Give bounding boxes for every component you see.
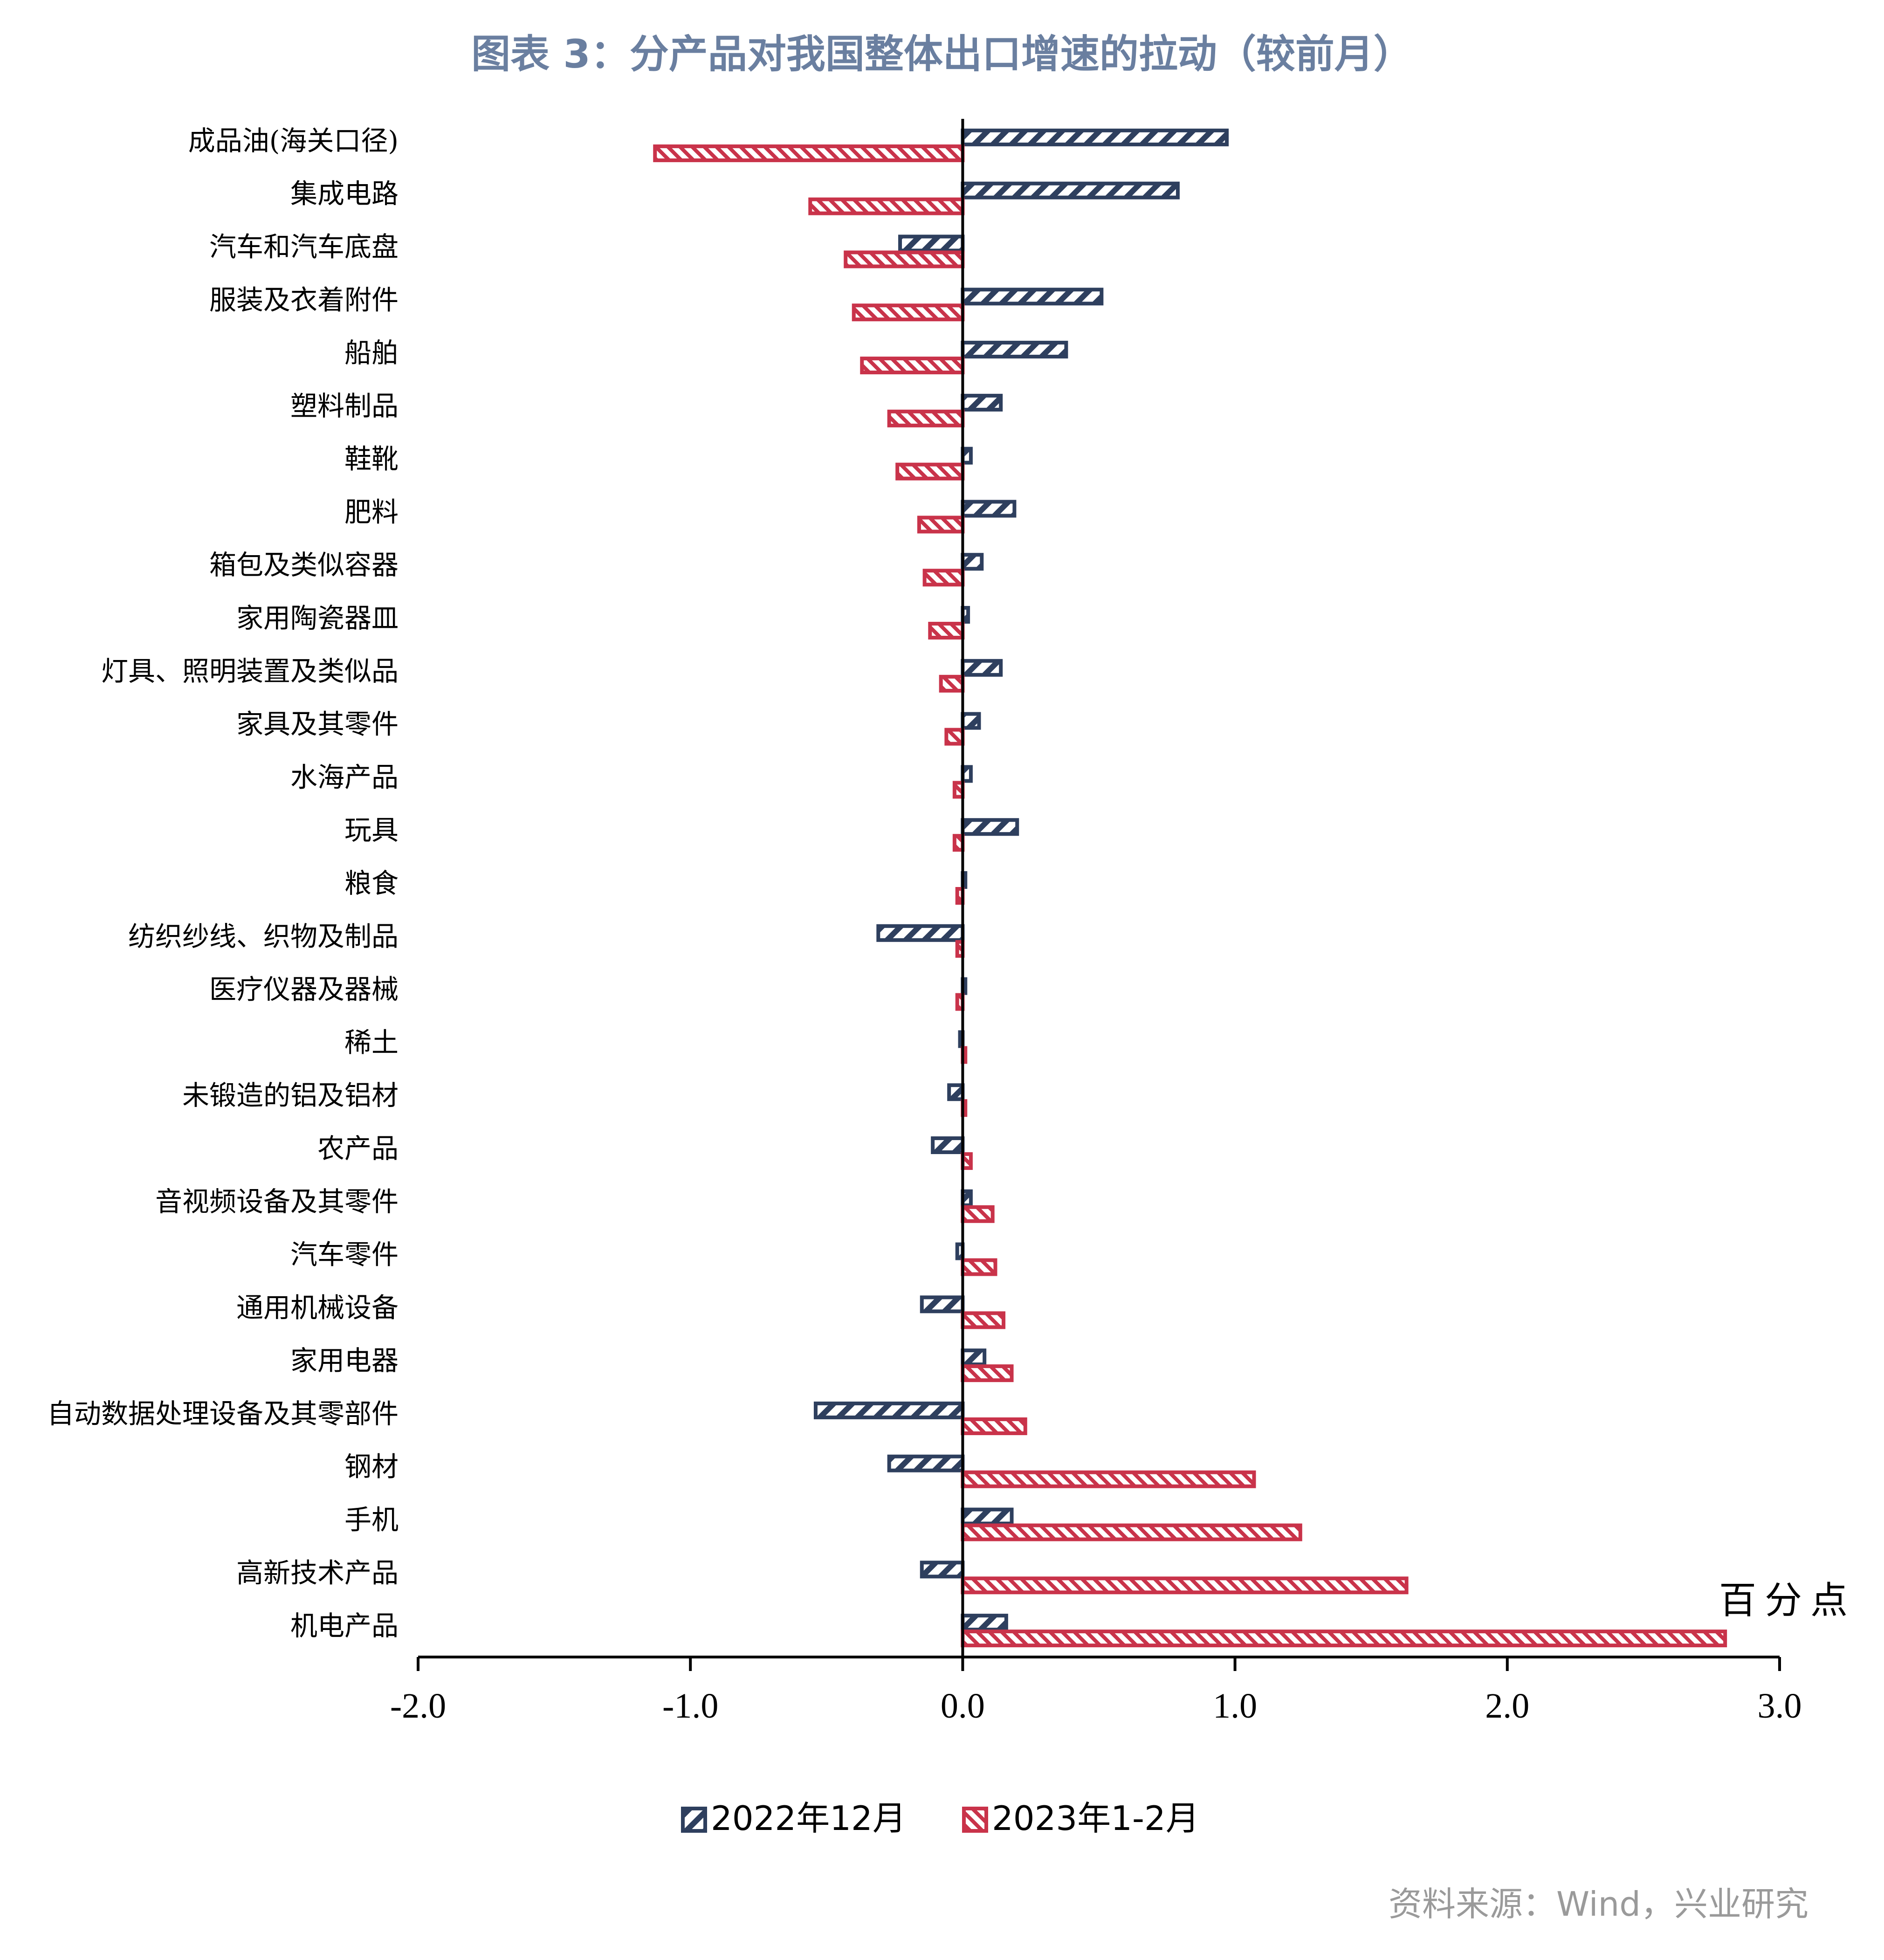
category-label: 汽车零件	[290, 1239, 399, 1271]
category-labels: 成品油(海关口径) 集成电路汽车和汽车底盘服装及衣着附件船舶塑料制品鞋靴肥料箱包及…	[47, 125, 399, 1642]
bar-2023-1-2	[961, 1417, 1027, 1435]
category-label: 音视频设备及其零件	[155, 1186, 399, 1217]
category-label: 家具及其零件	[236, 708, 399, 740]
bar-2023-1-2	[887, 409, 965, 427]
bar-2022-12	[961, 818, 1019, 836]
bar-2022-12	[947, 1083, 965, 1101]
bar-2022-12	[931, 1136, 965, 1154]
category-label: 稀土	[344, 1026, 399, 1058]
bar-2023-1-2	[917, 516, 965, 534]
category-label: 未锻造的铝及铝材	[182, 1080, 399, 1111]
bar-2022-12	[813, 1401, 965, 1419]
bar-2023-1-2	[844, 250, 965, 268]
category-label: 汽车和汽车底盘	[209, 231, 399, 262]
bar-2022-12	[961, 712, 981, 730]
category-label: 水海产品	[290, 761, 399, 793]
category-label: 成品油(海关口径)	[188, 125, 399, 157]
category-label: 钢材	[344, 1451, 399, 1483]
category-label: 家用陶瓷器皿	[236, 602, 399, 634]
category-label: 船舶	[344, 337, 399, 369]
bar-2022-12	[961, 553, 984, 571]
bar-2023-1-2	[944, 728, 965, 746]
bar-2022-12	[961, 1614, 1008, 1632]
category-label: 自动数据处理设备及其零部件	[47, 1398, 399, 1430]
bar-2022-12	[876, 924, 965, 942]
bar-2023-1-2	[961, 1258, 997, 1276]
bar-2023-1-2	[961, 1523, 1302, 1541]
category-label: 灯具、照明装置及类似品	[101, 655, 399, 687]
category-label: 肥料	[344, 496, 399, 528]
bar-2023-1-2	[961, 1311, 1006, 1329]
category-label: 手机	[344, 1504, 399, 1536]
bar-2022-12	[961, 659, 1003, 677]
legend-swatch-2023-1-2	[962, 1807, 988, 1833]
bar-2023-1-2	[961, 1205, 995, 1223]
bar-2023-1-2	[939, 674, 965, 693]
series-2022-12-bars	[813, 128, 1229, 1632]
category-label: 高新技术产品	[236, 1557, 399, 1589]
x-tick-label: -1.0	[662, 1686, 718, 1726]
category-label: 通用机械设备	[236, 1292, 399, 1323]
category-label: 玩具	[344, 814, 399, 846]
category-label: 箱包及类似容器	[209, 549, 399, 581]
bar-2022-12	[961, 181, 1180, 199]
bar-2023-1-2	[653, 144, 965, 162]
category-label: 粮食	[344, 867, 399, 899]
bar-2023-1-2	[852, 303, 965, 322]
bar-2022-12	[961, 393, 1003, 412]
legend: 2022年12月 2023年1-2月	[681, 1799, 1199, 1838]
bar-2022-12	[887, 1454, 965, 1472]
x-tick-label: 3.0	[1758, 1686, 1802, 1726]
bar-2023-1-2	[961, 1576, 1409, 1595]
chart-title: 图表 3：分产品对我国整体出口增速的拉动（较前月）	[471, 31, 1413, 77]
bar-2023-1-2	[895, 462, 965, 481]
bar-2023-1-2	[961, 1364, 1014, 1382]
bar-2023-1-2	[808, 197, 965, 215]
bar-2022-12	[961, 341, 1068, 359]
x-tick-label: 1.0	[1213, 1686, 1257, 1726]
legend-swatch-2022-12	[681, 1807, 707, 1833]
category-label: 家用电器	[290, 1345, 399, 1376]
category-label: 集成电路	[290, 178, 399, 210]
category-label: 农产品	[317, 1133, 399, 1164]
bar-2022-12	[961, 1348, 987, 1367]
unit-label: 百分点	[1719, 1579, 1856, 1622]
bar-2023-1-2	[961, 1470, 1256, 1488]
category-label: 机电产品	[290, 1610, 399, 1642]
legend-label-2023-1-2: 2023年1-2月	[992, 1799, 1199, 1838]
bar-2022-12	[961, 288, 1104, 306]
x-axis-ticks: -2.0 -1.0 0.0 1.0 2.0 3.0	[390, 1657, 1802, 1726]
bar-2023-1-2	[928, 622, 965, 640]
bar-2022-12	[920, 1561, 965, 1579]
series-2023-1-2-bars	[653, 144, 1727, 1648]
source-note: 资料来源：Wind，兴业研究	[1389, 1884, 1808, 1924]
bar-2022-12	[961, 500, 1017, 518]
category-label: 纺织纱线、织物及制品	[128, 921, 399, 952]
x-tick-label: 2.0	[1485, 1686, 1529, 1726]
x-tick-label: -2.0	[390, 1686, 446, 1726]
category-label: 服装及衣着附件	[209, 284, 399, 316]
bar-2022-12	[898, 234, 965, 253]
bar-2022-12	[920, 1295, 965, 1314]
bar-2023-1-2	[860, 357, 965, 375]
bar-2022-12	[961, 1507, 1014, 1526]
category-label: 医疗仪器及器械	[209, 974, 399, 1005]
category-label: 塑料制品	[290, 390, 399, 422]
x-tick-label: 0.0	[941, 1686, 985, 1726]
bar-2023-1-2	[961, 1630, 1727, 1648]
bar-2022-12	[961, 128, 1229, 146]
bar-2023-1-2	[922, 569, 965, 587]
legend-label-2022-12: 2022年12月	[711, 1799, 906, 1838]
category-label: 鞋靴	[344, 443, 399, 475]
